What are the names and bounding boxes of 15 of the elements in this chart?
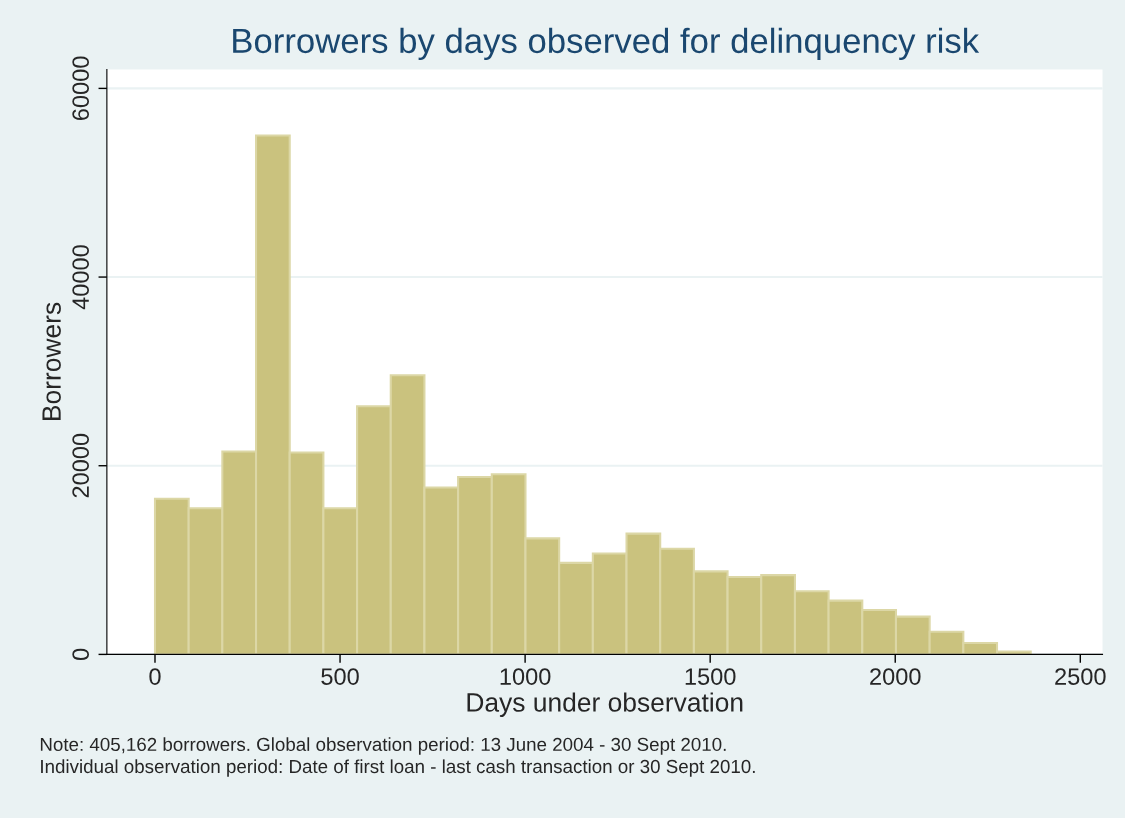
y-axis-title: Borrowers: [42, 302, 61, 420]
x-axis-title: Days under observation: [467, 692, 743, 717]
x-tick-label: 500: [321, 668, 359, 685]
y-tick-label: 60000: [72, 56, 90, 121]
x-tick-label: 1500: [685, 668, 736, 685]
text: Note: 405,162 borrowers. Global observation period: 13 June 2004 - 30 Sept 2010.: [40, 737, 726, 755]
y-tick-label: 20000: [72, 433, 90, 498]
y-tick-label: 40000: [72, 245, 90, 310]
chart-title: Borrowers by days observed for delinquency risk: [233, 27, 980, 61]
x-tick-label: 2500: [1055, 668, 1106, 685]
x-tick-label: 0: [149, 668, 161, 685]
y-tick-label: 0: [72, 648, 90, 661]
x-tick-label: 1000: [500, 668, 551, 685]
x-tick-label: 2000: [870, 668, 921, 685]
text: Individual observation period: Date of first loan - last cash transaction or 30 Sept 2010.: [41, 759, 755, 777]
